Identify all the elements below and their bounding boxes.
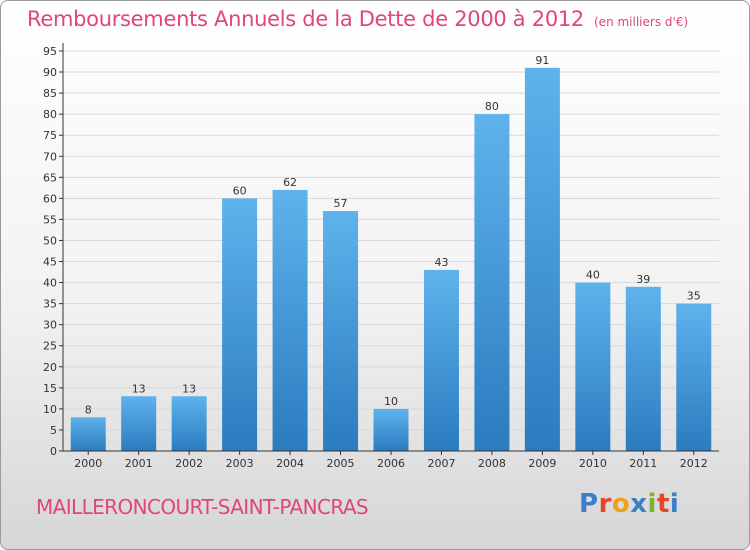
- axes: [59, 43, 719, 455]
- logo-letter: x: [630, 489, 648, 519]
- x-tick-label: 2001: [125, 457, 153, 470]
- y-tick-label: 85: [43, 87, 57, 100]
- commune-name: MAILLERONCOURT-SAINT-PANCRAS: [36, 495, 369, 519]
- bar-value-label: 39: [636, 273, 650, 286]
- bar-value-label: 13: [132, 382, 146, 395]
- bar-2004: [272, 189, 308, 451]
- y-tick-label: 60: [43, 192, 57, 205]
- y-tick-label: 65: [43, 171, 57, 184]
- bar-value-label: 40: [586, 269, 600, 282]
- bar-2008: [474, 114, 510, 451]
- labels: 0 5 10 15 20 25 30 35 40 45 50 55 60 65 70 75 80 85 90 95 8 2…: [43, 45, 708, 470]
- x-tick-label: 2009: [528, 457, 556, 470]
- chart-unit: (en milliers d'€): [594, 15, 689, 29]
- y-tick-label: 0: [50, 445, 57, 458]
- y-tick-label: 5: [50, 424, 57, 437]
- bar-value-label: 62: [283, 176, 297, 189]
- x-tick-label: 2007: [427, 457, 455, 470]
- x-tick-label: 2010: [579, 457, 607, 470]
- bars: [70, 67, 712, 451]
- y-tick-label: 35: [43, 298, 57, 311]
- bar-2011: [625, 286, 661, 451]
- logo-letter: i: [669, 489, 680, 519]
- y-tick-label: 45: [43, 256, 57, 269]
- y-tick-label: 75: [43, 129, 57, 142]
- y-tick-label: 80: [43, 108, 57, 121]
- x-tick-label: 2012: [680, 457, 708, 470]
- bar-2010: [575, 282, 611, 451]
- y-tick-label: 40: [43, 277, 57, 290]
- bar-value-label: 57: [334, 197, 348, 210]
- bar-2000: [70, 417, 106, 451]
- proxiti-logo: Proxiti: [579, 489, 679, 519]
- bar-2001: [121, 396, 157, 451]
- y-tick-label: 70: [43, 150, 57, 163]
- bar-value-label: 43: [434, 256, 448, 269]
- y-tick-label: 10: [43, 403, 57, 416]
- chart-title: Remboursements Annuels de la Dette de 20…: [27, 7, 584, 31]
- logo-letter: o: [611, 489, 631, 519]
- gridlines: [63, 50, 719, 431]
- logo-letter: i: [647, 489, 657, 519]
- y-tick-label: 20: [43, 361, 57, 374]
- bar-value-label: 10: [384, 395, 398, 408]
- bar-value-label: 91: [535, 54, 549, 67]
- x-tick-label: 2011: [629, 457, 657, 470]
- bar-value-label: 80: [485, 100, 499, 113]
- y-tick-label: 90: [43, 66, 57, 79]
- bar-value-label: 13: [182, 382, 196, 395]
- y-tick-label: 55: [43, 213, 57, 226]
- logo-letter: t: [656, 489, 670, 519]
- x-tick-label: 2004: [276, 457, 304, 470]
- x-tick-label: 2003: [226, 457, 254, 470]
- logo-letter: P: [579, 489, 599, 519]
- bar-2002: [171, 396, 207, 451]
- y-tick-label: 15: [43, 382, 57, 395]
- bar-2012: [676, 303, 712, 451]
- x-tick-label: 2002: [175, 457, 203, 470]
- bar-value-label: 8: [85, 403, 92, 416]
- bar-value-label: 35: [687, 290, 701, 303]
- y-tick-label: 50: [43, 234, 57, 247]
- y-tick-label: 25: [43, 340, 57, 353]
- x-tick-label: 2005: [327, 457, 355, 470]
- x-tick-label: 2006: [377, 457, 405, 470]
- x-tick-label: 2000: [74, 457, 102, 470]
- bar-2007: [423, 269, 459, 451]
- chart-header: Remboursements Annuels de la Dette de 20…: [27, 7, 688, 31]
- x-tick-label: 2008: [478, 457, 506, 470]
- y-tick-label: 95: [43, 45, 57, 58]
- bar-2009: [524, 67, 560, 451]
- logo-letter: r: [598, 489, 612, 519]
- bar-2003: [222, 198, 258, 451]
- bar-2005: [323, 211, 359, 451]
- bar-value-label: 60: [233, 184, 247, 197]
- y-tick-label: 30: [43, 319, 57, 332]
- bar-2006: [373, 408, 409, 451]
